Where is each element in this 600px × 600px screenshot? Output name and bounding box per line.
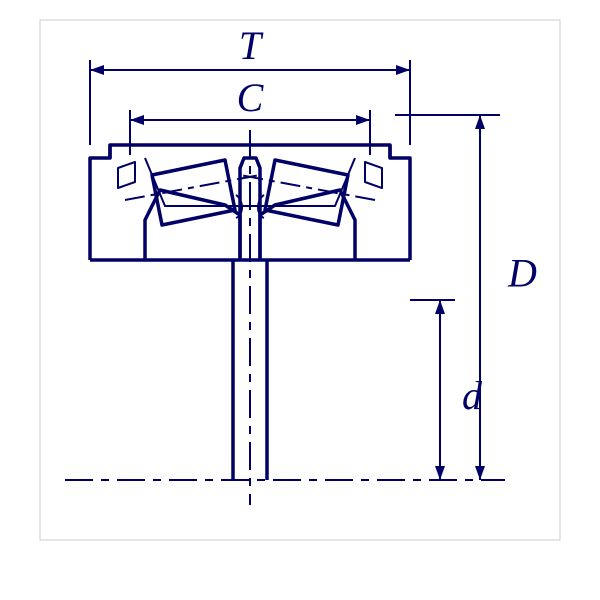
svg-text:C: C bbox=[237, 75, 265, 120]
svg-text:d: d bbox=[462, 373, 483, 418]
svg-text:D: D bbox=[507, 251, 537, 296]
svg-text:T: T bbox=[239, 23, 264, 68]
